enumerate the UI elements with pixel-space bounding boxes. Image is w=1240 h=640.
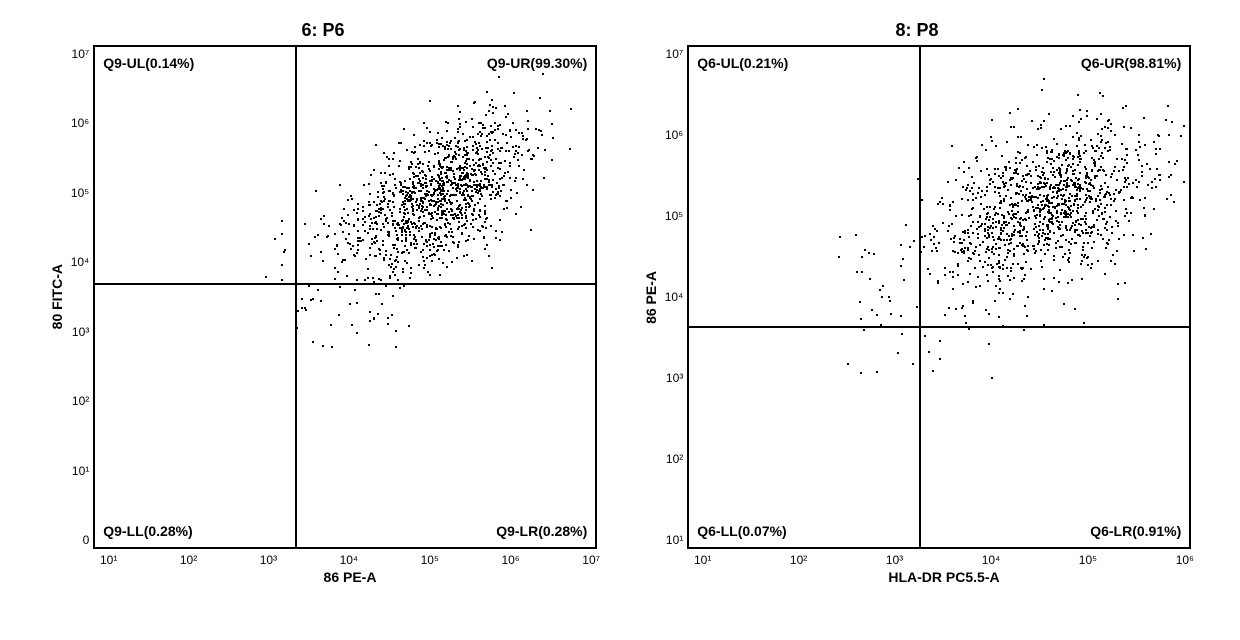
x-tick: 10⁶ (1176, 553, 1194, 567)
x-tick: 10³ (260, 553, 277, 567)
x-tick: 10¹ (100, 553, 117, 567)
x-axis-label: HLA-DR PC5.5-A (888, 569, 999, 585)
x-tick: 10² (180, 553, 197, 567)
y-tick: 10¹ (665, 533, 684, 547)
y-axis-ticks: 10⁷ 10⁶ 10⁵ 10⁴ 10³ 10² 10¹ 0 (71, 47, 94, 547)
y-tick: 10⁶ (665, 128, 684, 142)
y-axis-ticks: 10⁷ 10⁶ 10⁵ 10⁴ 10³ 10² 10¹ (665, 47, 688, 547)
plot-title: 8: P8 (895, 20, 938, 41)
y-tick: 10⁵ (71, 186, 90, 200)
scatter-points (95, 47, 595, 547)
flow-cytometry-plot: 8: P886 PE-A10⁷10⁶10⁵10⁴10³10²10¹Q6-UL(0… (640, 20, 1194, 585)
y-tick: 10⁶ (71, 116, 90, 130)
x-tick: 10⁵ (1079, 553, 1097, 567)
y-tick: 10⁵ (665, 209, 684, 223)
x-axis-label: 86 PE-A (324, 569, 377, 585)
y-tick: 10⁴ (665, 290, 684, 304)
y-tick: 10⁴ (71, 255, 90, 269)
y-tick: 10³ (71, 325, 90, 339)
x-tick: 10⁷ (582, 553, 600, 567)
scatter-plot-area: Q6-UL(0.21%)Q6-UR(98.81%)Q6-LL(0.07%)Q6-… (687, 45, 1191, 549)
y-tick: 10¹ (71, 464, 90, 478)
y-axis-label: 80 FITC-A (49, 264, 65, 329)
scatter-plot-area: Q9-UL(0.14%)Q9-UR(99.30%)Q9-LL(0.28%)Q9-… (93, 45, 597, 549)
x-tick: 10³ (886, 553, 903, 567)
y-tick: 10² (665, 452, 684, 466)
y-tick: 0 (71, 533, 90, 547)
x-tick: 10⁵ (421, 553, 439, 567)
y-tick: 10⁷ (71, 47, 90, 61)
x-tick: 10¹ (694, 553, 711, 567)
x-tick: 10² (790, 553, 807, 567)
x-tick: 10⁶ (501, 553, 519, 567)
x-axis-ticks: 10¹ 10² 10³ 10⁴ 10⁵ 10⁶ 10⁷ (100, 549, 600, 567)
y-tick: 10³ (665, 371, 684, 385)
y-tick: 10⁷ (665, 47, 684, 61)
x-tick: 10⁴ (340, 553, 359, 567)
plot-title: 6: P6 (301, 20, 344, 41)
flow-cytometry-plot: 6: P6 80 FITC-A 10⁷ 10⁶ 10⁵ 10⁴ 10³ 10² 10¹ 0Q9-U… (46, 20, 600, 585)
x-axis-ticks: 10¹ 10² 10³ 10⁴ 10⁵ 10⁶ (694, 549, 1194, 567)
scatter-points (689, 47, 1189, 547)
y-axis-label: 86 PE-A (643, 271, 659, 324)
y-tick: 10² (71, 394, 90, 408)
x-tick: 10⁴ (982, 553, 1001, 567)
